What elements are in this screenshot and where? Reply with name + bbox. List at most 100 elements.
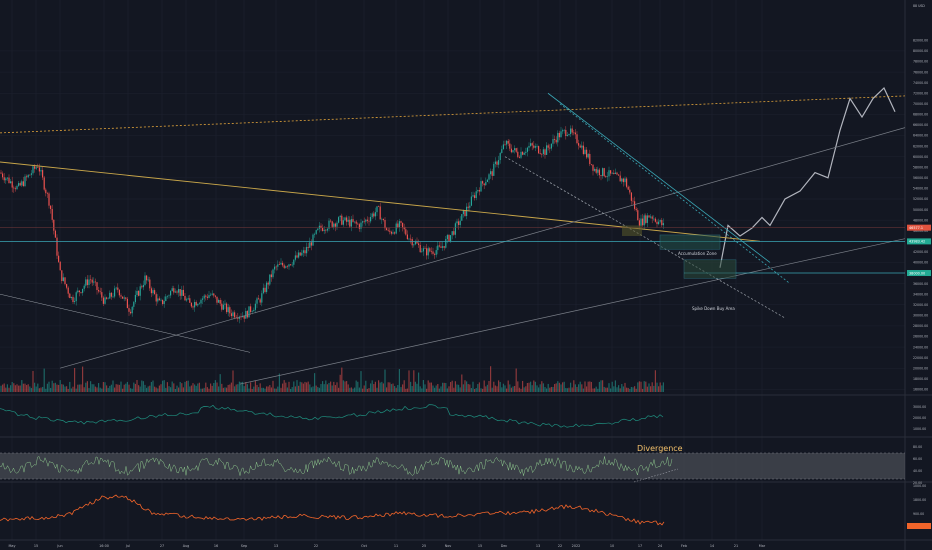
candle-body (254, 303, 256, 310)
volume-bar (416, 383, 418, 392)
volume-bar (381, 381, 383, 392)
candle-body (240, 316, 242, 318)
candle-body (232, 312, 234, 317)
candle-body (93, 281, 95, 283)
candle-body (403, 227, 405, 230)
volume-bar (258, 387, 260, 392)
volume-bar (43, 368, 45, 392)
candle-body (270, 274, 272, 278)
white-dashed-channel (504, 156, 786, 319)
candle-body (488, 174, 490, 180)
volume-bar (165, 387, 167, 392)
volume-bar (99, 387, 101, 392)
candle-body (387, 230, 389, 231)
volume-bar (614, 380, 616, 392)
volume-bar (595, 386, 597, 392)
volume-bar (242, 381, 244, 392)
volume-bar (486, 384, 488, 392)
volume-bar (413, 370, 415, 392)
volume-bar (397, 385, 399, 392)
volume-bar (330, 381, 332, 392)
volume-bar (45, 388, 47, 392)
volume-bar (51, 380, 53, 392)
volume-bar (307, 381, 309, 392)
oscillator-axis-label: 1800.00 (913, 498, 926, 502)
volume-bar (195, 385, 197, 392)
candle-body (646, 215, 648, 223)
candle-body (662, 223, 664, 226)
candle-body (522, 151, 524, 155)
volume-bar (635, 388, 637, 392)
volume-bar (126, 381, 128, 392)
ascending-channel-lower (239, 238, 906, 385)
candle-body (619, 175, 621, 182)
volume-bar (467, 384, 469, 392)
volume-bar (429, 382, 431, 392)
candle-body (163, 301, 165, 304)
candle-body (376, 206, 378, 213)
price-axis-label: 60000.00 (913, 155, 928, 159)
volume-bar (150, 381, 152, 392)
candle-body (115, 287, 117, 289)
volume-bar (54, 382, 56, 392)
candle-body (13, 187, 15, 189)
candle-body (622, 178, 624, 183)
candle-body (482, 181, 484, 184)
time-axis-label: Aug (183, 544, 190, 548)
volume-bar (654, 370, 656, 392)
volume-bar (568, 387, 570, 392)
candle-body (77, 290, 79, 293)
volume-bar (147, 386, 149, 392)
volume-bar (368, 388, 370, 392)
volume-bar (510, 387, 512, 392)
candle-body (229, 307, 231, 314)
volume-bar (461, 374, 463, 392)
time-axis-label: 14 (710, 544, 714, 548)
candle-body (80, 292, 82, 293)
volume-bar (322, 381, 324, 392)
volume-bar (294, 386, 296, 392)
candle-body (58, 255, 60, 262)
volume-bar (30, 387, 32, 392)
candle-body (120, 295, 122, 297)
candle-body (56, 237, 58, 256)
volume-bar (5, 387, 7, 392)
volume-bar (74, 368, 76, 392)
candle-body (382, 218, 384, 220)
volume-bar (222, 387, 224, 392)
price-axis-label: 32000.00 (913, 303, 928, 307)
candle-body (498, 160, 500, 165)
candle-body (333, 223, 335, 227)
candle-body (443, 246, 445, 248)
volume-bar (10, 385, 12, 392)
time-axis-label: Feb (681, 544, 687, 548)
candle-body (589, 153, 591, 165)
volume-bar (306, 382, 308, 392)
candle-body (173, 288, 175, 293)
volume-bar (443, 382, 445, 392)
time-axis-label: 2022 (572, 544, 581, 548)
volume-bar (586, 386, 588, 392)
volume-bar (128, 384, 130, 392)
volume-bar (282, 383, 284, 392)
volume-bar (278, 373, 280, 392)
obv-axis-label: 2000.00 (913, 416, 926, 420)
candle-body (458, 221, 460, 225)
candle-body (466, 206, 468, 216)
volume-bar (587, 381, 589, 392)
candle-body (208, 295, 210, 298)
candle-body (470, 196, 472, 206)
candle-body (582, 145, 584, 155)
candle-body (426, 248, 428, 256)
volume-bar (78, 384, 80, 392)
volume-bar (6, 384, 8, 392)
candle-body (491, 171, 493, 176)
candle-body (259, 299, 261, 303)
candle-body (266, 282, 268, 292)
candle-body (302, 250, 304, 253)
candle-body (517, 151, 519, 157)
candle-body (344, 217, 346, 221)
spike-down-buy-area-label: Spike Down Buy Area (692, 306, 735, 311)
candle-body (45, 189, 47, 194)
